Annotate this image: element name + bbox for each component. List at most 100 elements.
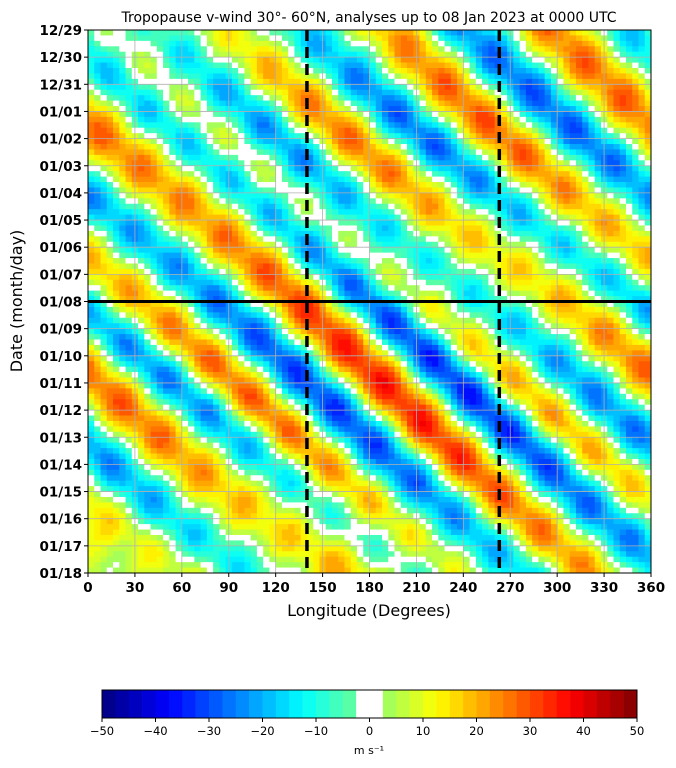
heatmap-cell xyxy=(525,187,533,194)
heatmap-cell xyxy=(632,274,639,281)
heatmap-cell xyxy=(338,95,345,101)
heatmap-cell xyxy=(482,154,489,161)
heatmap-cell xyxy=(625,160,633,167)
heatmap-cell xyxy=(394,160,402,167)
heatmap-cell xyxy=(269,198,277,205)
heatmap-cell xyxy=(550,323,558,330)
heatmap-cell xyxy=(281,187,289,194)
heatmap-cell xyxy=(156,46,164,53)
heatmap-cell xyxy=(450,203,458,210)
heatmap-cell xyxy=(356,296,364,302)
heatmap-cell xyxy=(144,203,151,210)
heatmap-cell xyxy=(513,160,521,167)
heatmap-cell xyxy=(263,192,270,199)
heatmap-cell xyxy=(100,209,108,216)
heatmap-cell xyxy=(444,241,452,248)
chart-title: Tropopause v-wind 30°- 60°N, analyses up… xyxy=(121,10,617,26)
heatmap-cell xyxy=(475,122,483,129)
heatmap-cell xyxy=(444,301,452,308)
heatmap-cell xyxy=(150,214,158,221)
heatmap-cell xyxy=(588,160,596,167)
heatmap-cell xyxy=(256,301,264,308)
heatmap-cell xyxy=(125,279,133,286)
heatmap-cell xyxy=(338,209,345,216)
heatmap-cell xyxy=(632,122,639,129)
heatmap-cell xyxy=(238,203,245,210)
heatmap-cell xyxy=(632,192,639,199)
heatmap-cell xyxy=(619,138,627,145)
heatmap-cell xyxy=(144,40,151,47)
heatmap-cell xyxy=(300,144,308,150)
heatmap-cell xyxy=(619,203,627,210)
heatmap-cell xyxy=(331,57,339,63)
heatmap-cell xyxy=(181,279,189,286)
heatmap-cell xyxy=(400,301,408,308)
heatmap-cell xyxy=(482,73,489,80)
heatmap-cell xyxy=(394,214,402,221)
heatmap-cell xyxy=(619,182,627,188)
heatmap-cell xyxy=(250,171,258,178)
heatmap-cell xyxy=(575,165,583,172)
heatmap-cell xyxy=(144,73,151,80)
heatmap-cell xyxy=(163,285,170,292)
heatmap-cell xyxy=(363,220,370,226)
heatmap-cell xyxy=(588,241,596,248)
heatmap-cell xyxy=(356,154,364,161)
heatmap-cell xyxy=(350,290,358,297)
heatmap-cell xyxy=(306,57,314,63)
heatmap-cell xyxy=(356,241,364,248)
heatmap-cell xyxy=(94,279,101,286)
heatmap-cell xyxy=(244,274,252,281)
heatmap-cell xyxy=(544,241,552,248)
heatmap-cell xyxy=(638,165,646,172)
heatmap-cell xyxy=(563,263,571,270)
heatmap-cell xyxy=(263,317,270,324)
heatmap-cell xyxy=(306,209,314,216)
heatmap-cell xyxy=(469,187,477,194)
heatmap-cell xyxy=(88,317,95,324)
heatmap-cell xyxy=(575,182,583,188)
heatmap-cell xyxy=(638,171,646,178)
heatmap-cell xyxy=(419,144,427,150)
heatmap-cell xyxy=(313,46,320,53)
heatmap-cell xyxy=(119,68,126,74)
heatmap-cell xyxy=(607,182,614,188)
heatmap-cell xyxy=(238,133,245,139)
heatmap-cell xyxy=(425,111,433,118)
heatmap-cell xyxy=(388,241,395,248)
heatmap-cell xyxy=(644,133,652,139)
heatmap-cell xyxy=(331,84,339,91)
heatmap-cell xyxy=(457,290,464,297)
heatmap-cell xyxy=(644,154,652,161)
heatmap-cell xyxy=(488,138,496,145)
heatmap-cell xyxy=(457,192,464,199)
heatmap-cell xyxy=(100,214,108,221)
heatmap-cell xyxy=(363,236,370,243)
heatmap-cell xyxy=(244,230,252,237)
heatmap-cell xyxy=(88,46,95,53)
heatmap-cell xyxy=(106,279,114,286)
heatmap-cell xyxy=(100,111,108,118)
heatmap-cell xyxy=(181,62,189,69)
heatmap-cell xyxy=(244,176,252,183)
heatmap-cell xyxy=(294,247,302,254)
heatmap-cell xyxy=(113,116,120,123)
heatmap-cell xyxy=(94,160,101,167)
heatmap-cell xyxy=(244,252,252,259)
heatmap-cell xyxy=(331,252,339,259)
heatmap-cell xyxy=(625,40,633,47)
heatmap-cell xyxy=(250,68,258,74)
heatmap-cell xyxy=(569,198,577,205)
heatmap-cell xyxy=(188,51,195,58)
heatmap-cell xyxy=(544,133,552,139)
heatmap-cell xyxy=(163,154,170,161)
heatmap-cell xyxy=(607,165,614,172)
heatmap-cell xyxy=(269,160,277,167)
heatmap-cell xyxy=(619,187,627,194)
heatmap-cell xyxy=(238,116,245,123)
heatmap-cell xyxy=(550,138,558,145)
heatmap-cell xyxy=(281,127,289,134)
heatmap-cell xyxy=(138,122,145,129)
heatmap-cell xyxy=(588,46,596,53)
heatmap-cell xyxy=(344,133,352,139)
